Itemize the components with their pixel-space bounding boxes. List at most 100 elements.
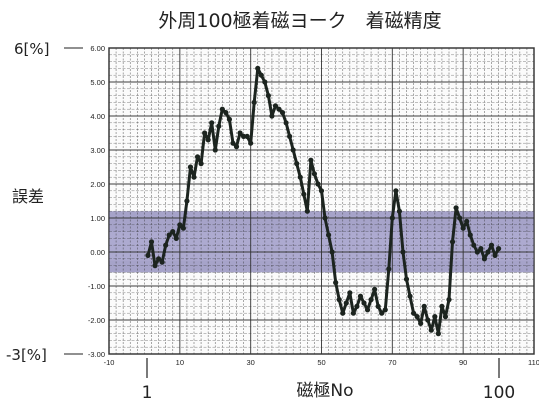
data-point [432, 314, 438, 320]
data-point [148, 239, 155, 245]
y-outer-bottom-label: -3[%] [6, 346, 47, 364]
data-point [403, 276, 410, 282]
data-point [361, 300, 367, 306]
data-point [478, 246, 484, 252]
data-point [187, 164, 194, 170]
data-point [152, 263, 158, 269]
x-outer-first-label: 1 [142, 383, 153, 403]
data-point [435, 331, 441, 337]
data-point [155, 256, 162, 262]
data-point [297, 174, 303, 180]
data-point [177, 222, 183, 228]
y-tick-label: 2.00 [90, 180, 105, 189]
data-point [364, 307, 371, 313]
data-point [159, 259, 165, 265]
data-point [216, 123, 222, 129]
data-point [191, 174, 197, 180]
data-point [205, 137, 211, 143]
data-point [244, 133, 250, 139]
data-point [304, 208, 310, 214]
data-point [294, 161, 300, 167]
data-point [467, 232, 473, 238]
data-point [258, 72, 264, 78]
data-point [322, 215, 328, 221]
y-tick-label: 5.00 [90, 78, 105, 87]
data-point [471, 242, 477, 248]
data-point [287, 133, 293, 139]
data-point [464, 218, 470, 224]
y-tick-label: 4.00 [90, 112, 105, 121]
data-point [173, 235, 179, 241]
data-point [492, 252, 498, 258]
x-tick-label: 110 [528, 358, 539, 367]
data-point [223, 110, 229, 116]
data-point [400, 249, 406, 255]
data-point [180, 225, 186, 231]
data-point [251, 99, 257, 105]
data-point [290, 147, 296, 153]
data-point [449, 239, 456, 245]
x-tick-label: 90 [459, 358, 467, 367]
data-point [272, 103, 279, 109]
data-point [343, 300, 349, 306]
y-tick-label: -1.00 [88, 282, 105, 291]
data-point [184, 198, 190, 204]
data-point [255, 65, 261, 71]
data-point [198, 161, 204, 167]
x-axis-label: 磁極No [296, 381, 353, 401]
data-point [474, 249, 480, 255]
data-point [248, 140, 254, 146]
data-point [418, 320, 424, 326]
data-point [262, 79, 268, 85]
data-point [410, 310, 417, 316]
data-point [488, 242, 495, 248]
data-point [276, 106, 282, 112]
data-point [170, 229, 176, 235]
data-point [386, 266, 392, 272]
data-point [425, 317, 431, 323]
data-point [308, 157, 314, 163]
y-tick-label: -3.00 [88, 350, 105, 359]
data-point [233, 144, 240, 150]
data-point [428, 327, 434, 333]
data-point [194, 154, 201, 160]
data-point [442, 314, 449, 320]
data-point [336, 297, 342, 303]
data-point [460, 225, 466, 231]
data-point [421, 303, 427, 309]
data-point [407, 293, 413, 299]
data-point [357, 293, 364, 299]
data-point [396, 208, 403, 214]
data-point [354, 303, 360, 309]
data-point [301, 191, 307, 197]
data-point [318, 188, 325, 194]
y-tick-label: 1.00 [90, 214, 105, 223]
data-point [446, 297, 452, 303]
chart-title: 外周100極着磁ヨーク 着磁精度 [158, 10, 441, 32]
data-point [279, 110, 286, 116]
data-point [414, 314, 420, 320]
data-point [379, 310, 385, 316]
y-tick-label: 6.00 [90, 44, 105, 53]
data-point [375, 303, 381, 309]
x-tick-label: -10 [104, 358, 115, 367]
data-point [212, 147, 218, 153]
data-point [237, 130, 243, 136]
y-tick-label: 3.00 [90, 146, 105, 155]
data-point [481, 256, 488, 262]
data-point [340, 310, 346, 316]
data-point [350, 310, 356, 316]
data-point [163, 242, 169, 248]
y-axis-label: 誤差 [12, 187, 44, 206]
data-point [457, 215, 463, 221]
error-series-line [146, 66, 501, 336]
data-point [265, 93, 271, 99]
data-point [329, 249, 335, 255]
plot-area: -3.00 -2.00 -1.00 0.00 1.00 2.00 3.00 4.00 5.00 6… [88, 44, 539, 367]
data-point [389, 215, 395, 221]
data-point [230, 140, 236, 146]
data-point [226, 116, 233, 122]
x-tick-label: 50 [317, 358, 325, 367]
data-point [382, 307, 388, 313]
